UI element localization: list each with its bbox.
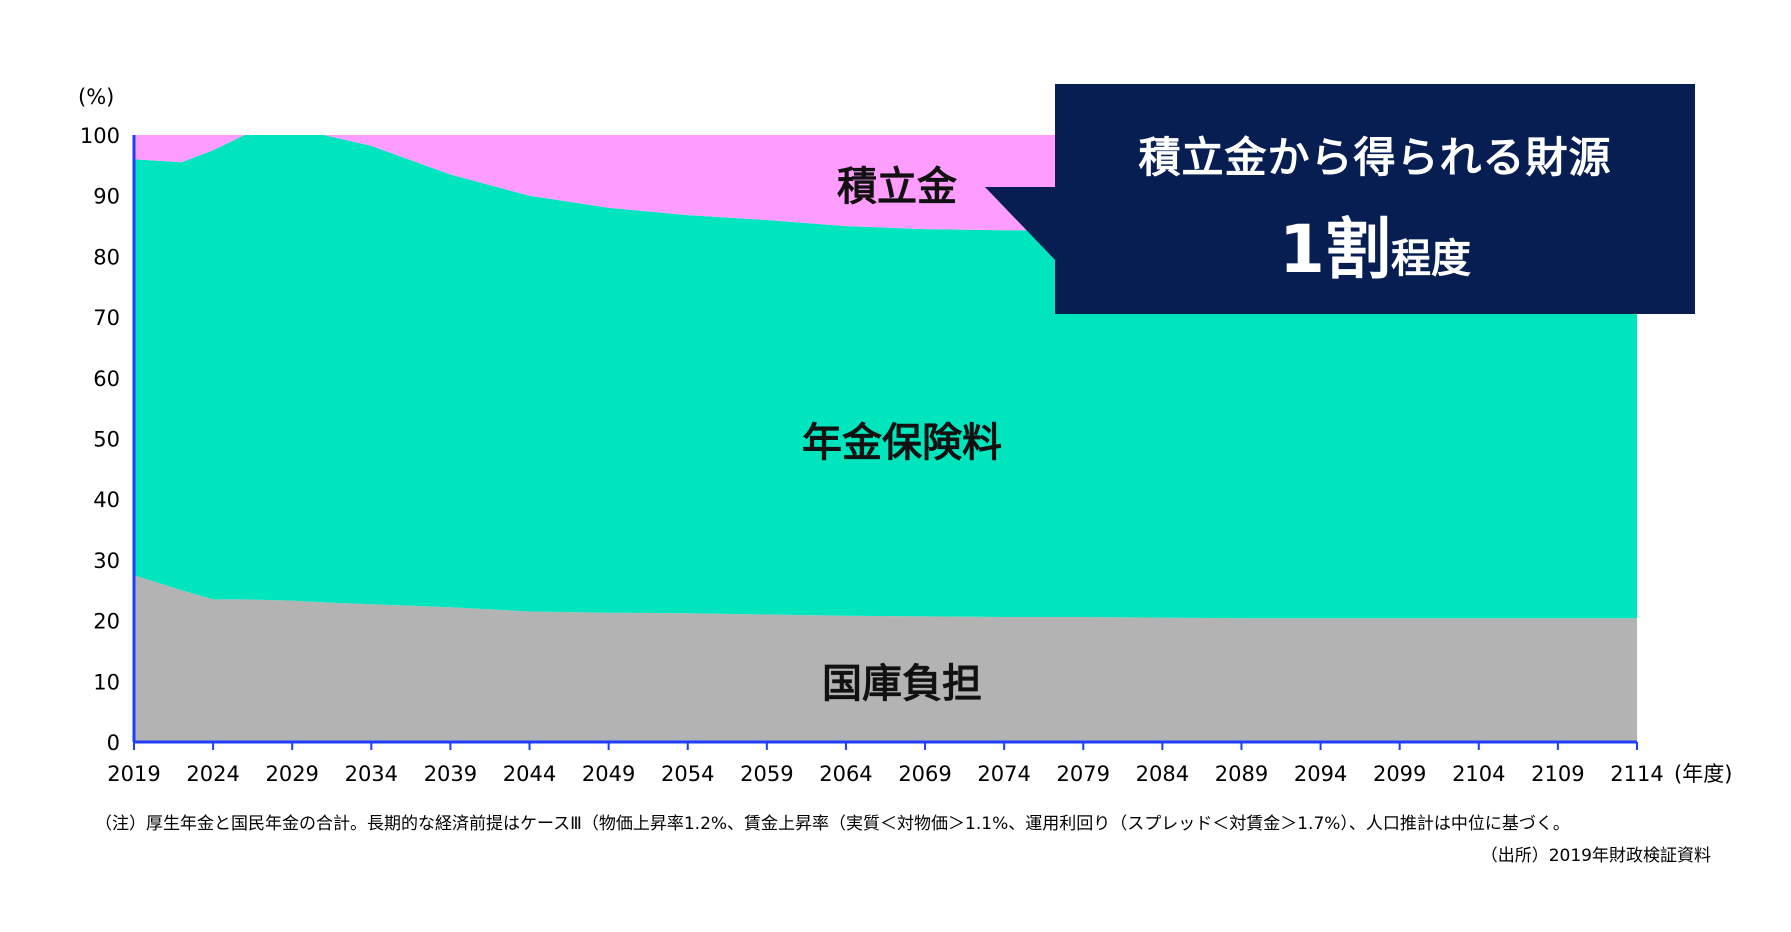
y-tick-label: 10	[93, 670, 120, 694]
x-tick-label: 2034	[345, 762, 398, 786]
callout-small-text: 程度	[1390, 236, 1471, 282]
area-label-tsumitatekin: 積立金	[837, 164, 958, 210]
source-note: （出所）2019年財政検証資料	[1480, 846, 1711, 866]
area-kokko-futan	[134, 575, 1637, 742]
y-tick-label: 90	[93, 185, 120, 209]
axes	[132, 135, 1637, 744]
tick-layer: 0 10 20 30 40 50 60 70 80 90 100 2019 2024 2029 2034 20…	[80, 124, 1664, 786]
y-tick-label: 80	[93, 245, 120, 269]
x-tick-label: 2094	[1294, 762, 1347, 786]
callout-pointer	[985, 187, 1058, 263]
x-tick-label: 2054	[661, 762, 714, 786]
area-label-kokko-futan: 国庫負担	[822, 661, 982, 707]
y-tick-label: 0	[107, 731, 120, 755]
x-tick-label: 2074	[977, 762, 1030, 786]
x-tick-label: 2039	[424, 762, 477, 786]
callout-headline: 積立金から得られる財源	[1138, 133, 1612, 182]
y-tick-label: 40	[93, 488, 120, 512]
y-tick-label: 20	[93, 610, 120, 634]
x-tick-label: 2099	[1373, 762, 1426, 786]
x-tick-label: 2109	[1531, 762, 1584, 786]
x-tick-label: 2064	[819, 762, 872, 786]
x-tick-label: 2044	[503, 762, 556, 786]
x-tick-label: 2089	[1215, 762, 1268, 786]
x-tick-label: 2104	[1452, 762, 1505, 786]
x-tick-label: 2019	[107, 762, 160, 786]
y-tick-label: 30	[93, 549, 120, 573]
callout-subline: 1割程度	[1055, 196, 1695, 292]
x-axis-unit-label: (年度)	[1674, 762, 1732, 786]
x-tick-label: 2024	[186, 762, 239, 786]
x-tick-label: 2059	[740, 762, 793, 786]
x-tick-label: 2114	[1610, 762, 1663, 786]
x-tick-label: 2084	[1136, 762, 1189, 786]
footnote: （注）厚生年金と国民年金の合計。長期的な経済前提はケースⅢ（物価上昇率1.2%、…	[95, 814, 1570, 834]
callout-box: 積立金から得られる財源 1割程度	[1055, 84, 1695, 314]
y-axis-unit-label: (%)	[78, 85, 114, 109]
y-tick-label: 70	[93, 306, 120, 330]
y-tick-label: 60	[93, 367, 120, 391]
x-tick-label: 2079	[1057, 762, 1110, 786]
y-tick-label: 100	[80, 124, 120, 148]
x-tick-label: 2049	[582, 762, 635, 786]
x-tick-label: 2069	[898, 762, 951, 786]
y-tick-label: 50	[93, 428, 120, 452]
callout-big-text: 1割	[1279, 211, 1391, 288]
area-label-nenkin-hokenryo: 年金保険料	[802, 420, 1002, 466]
x-tick-label: 2029	[265, 762, 318, 786]
